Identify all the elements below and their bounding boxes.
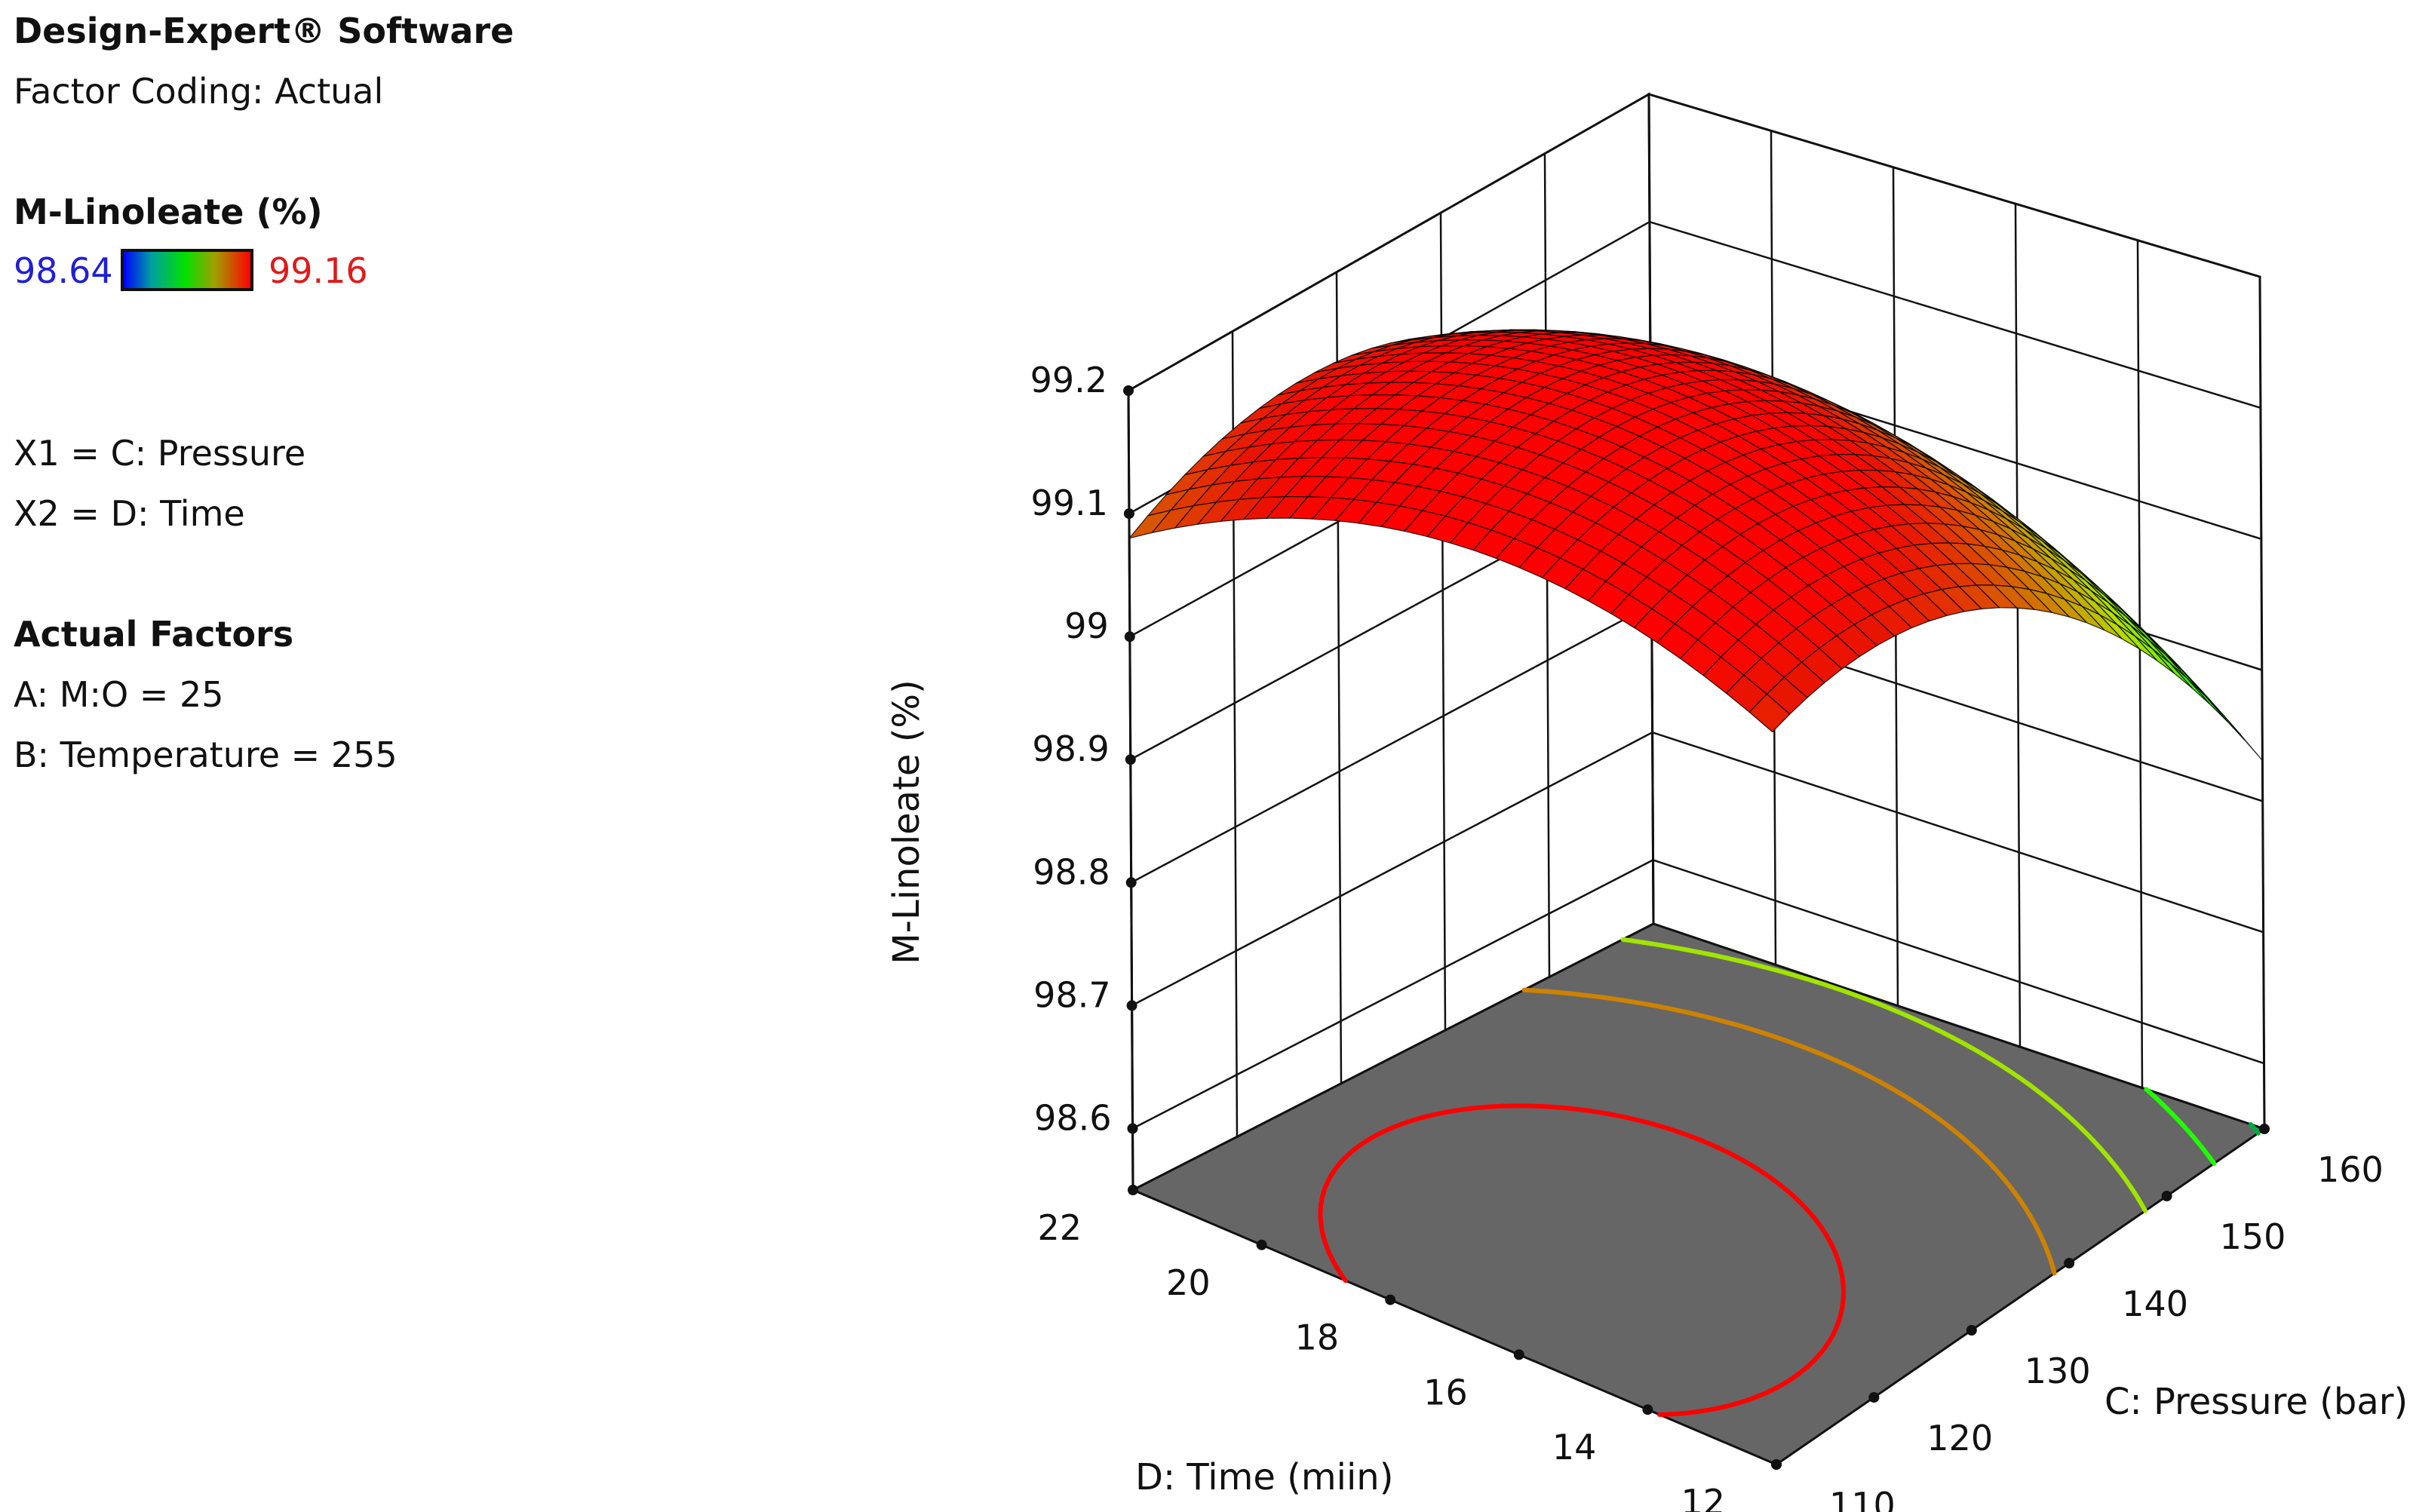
tick-labels: 98.6 98.7 98.8 98.9 99 99.1 99.2 110 120 130 140 15…	[1030, 360, 2384, 1512]
contour-segment	[1641, 940, 1655, 946]
z-tick-dot	[1125, 877, 1137, 888]
contour-segment	[1589, 993, 1604, 1000]
color-scale-legend	[121, 249, 253, 291]
software-title: Design-Expert® Software	[14, 11, 514, 51]
x-tick-dot	[2259, 1124, 2270, 1134]
contour-segment	[1684, 947, 1693, 953]
contour-segment	[1653, 1122, 1665, 1130]
x-tick-label: 140	[2122, 1284, 2188, 1324]
grid-line	[2258, 276, 2266, 1130]
contour-segment	[1600, 1110, 1610, 1116]
y-tick-dot	[1256, 1239, 1267, 1250]
y-tick-dot	[1513, 1349, 1524, 1360]
actual-factor-a: A: M:O = 25	[14, 674, 224, 715]
x-tick-dot	[1868, 1392, 1880, 1403]
contour-segment	[1559, 990, 1572, 996]
y-tick-dot	[1385, 1294, 1396, 1305]
y-tick-dot	[1771, 1459, 1782, 1470]
y-tick-label: 20	[1166, 1262, 1211, 1303]
contour-segment	[1750, 1027, 1758, 1033]
response-name: M-Linoleate (%)	[14, 192, 323, 232]
contour-segment	[1481, 1104, 1490, 1110]
z-tick-label: 98.7	[1033, 974, 1110, 1015]
z-tick-label: 98.9	[1032, 728, 1109, 769]
contour-segment	[1622, 1115, 1630, 1121]
contour-segment	[1541, 1104, 1557, 1109]
actual-factor-b: B: Temperature = 255	[14, 735, 398, 775]
contour-segment	[2144, 1087, 2151, 1094]
z-tick-dot	[1123, 385, 1134, 396]
y-tick-label: 16	[1423, 1372, 1468, 1412]
y-tick-dot	[1642, 1404, 1653, 1415]
legend-max-value: 99.16	[269, 250, 368, 291]
x-tick-label: 120	[1926, 1418, 1993, 1458]
factor-coding: Factor Coding: Actual	[14, 71, 384, 112]
contour-segment	[1758, 1391, 1766, 1397]
z-tick-label: 99	[1064, 606, 1109, 646]
surface-cell	[2152, 648, 2193, 689]
contour-segment	[1801, 976, 1813, 983]
z-tick-dot	[1127, 1123, 1138, 1134]
surface-cell	[1748, 693, 1791, 733]
contour-segment	[1661, 943, 1675, 949]
factor-x1: X1 = C: Pressure	[14, 433, 306, 474]
y-axis-label: D: Time (miin)	[1135, 1456, 1393, 1498]
grid-line	[1128, 93, 2261, 392]
grid-line	[1131, 731, 2264, 1007]
contour-segment	[1711, 952, 1720, 958]
z-axis-label: M-Linoleate (%)	[886, 679, 928, 965]
response-surface	[1128, 329, 2263, 761]
contour-segment	[1573, 992, 1583, 997]
z-tick-dot	[1126, 1000, 1137, 1011]
x-tick-dot	[2161, 1191, 2172, 1201]
x-tick-label: 110	[1829, 1485, 1896, 1512]
grid-line	[1131, 859, 2264, 1130]
factor-x2: X2 = D: Time	[14, 493, 245, 534]
actual-factors-title: Actual Factors	[14, 614, 294, 655]
x-tick-dot	[1966, 1325, 1977, 1336]
floor-plane	[1130, 922, 2267, 1466]
contour-segment	[1700, 1014, 1708, 1020]
axes	[1123, 385, 2270, 1470]
z-axis-line	[1127, 390, 1134, 1191]
z-tick-dot	[1124, 631, 1135, 643]
contour-segment	[1553, 1105, 1568, 1111]
y-tick-label: 12	[1681, 1482, 1725, 1512]
x-tick-label: 160	[2317, 1149, 2384, 1190]
legend-min-value: 98.64	[14, 250, 113, 291]
x-tick-dot	[2064, 1258, 2075, 1268]
z-tick-dot	[1123, 508, 1134, 520]
x-tick-label: 150	[2220, 1216, 2286, 1257]
z-tick-label: 98.8	[1033, 851, 1110, 892]
contour-segment	[1670, 1007, 1681, 1014]
contour-segment	[1729, 1401, 1738, 1408]
contour-segment	[1607, 995, 1614, 1001]
y-tick-label: 18	[1295, 1317, 1340, 1358]
floor-contours	[1318, 937, 2261, 1417]
grid-line	[2014, 204, 2022, 1047]
contour-segment	[1646, 1002, 1653, 1007]
z-tick-dot	[1125, 754, 1136, 765]
z-tick-label: 99.1	[1030, 483, 1107, 523]
y-tick-label: 14	[1552, 1427, 1597, 1468]
x-tick-label: 130	[2025, 1351, 2091, 1391]
z-tick-label: 99.2	[1030, 360, 1107, 400]
grid-line	[2136, 240, 2144, 1088]
contour-segment	[1622, 937, 1635, 943]
x-axis-label: C: Pressure (bar)	[2104, 1381, 2408, 1423]
floor	[1130, 922, 2267, 1466]
z-tick-label: 98.6	[1034, 1098, 1111, 1139]
contour-segment	[1745, 960, 1755, 967]
y-tick-dot	[1128, 1185, 1138, 1195]
y-tick-label: 22	[1037, 1207, 1082, 1248]
contour-segment	[1583, 1108, 1590, 1113]
contour-segment	[2249, 1122, 2257, 1130]
contour-segment	[1529, 1103, 1545, 1109]
